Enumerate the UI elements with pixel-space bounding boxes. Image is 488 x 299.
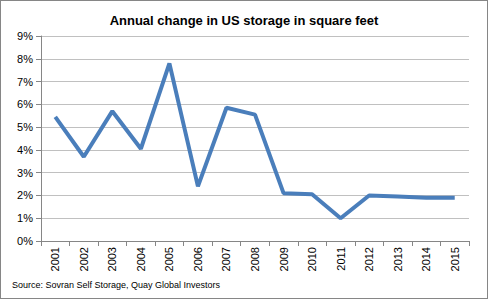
svg-text:6%: 6% [17, 98, 33, 110]
svg-text:2011: 2011 [335, 247, 347, 271]
svg-text:1%: 1% [17, 212, 33, 224]
svg-text:2004: 2004 [135, 247, 147, 271]
svg-text:2015: 2015 [449, 247, 461, 271]
svg-text:Source: Sovran Self Storage, Q: Source: Sovran Self Storage, Quay Global… [12, 280, 221, 290]
svg-text:2014: 2014 [420, 247, 432, 271]
svg-text:2%: 2% [17, 189, 33, 201]
svg-text:9%: 9% [17, 30, 33, 42]
svg-text:2005: 2005 [163, 247, 175, 271]
svg-text:2001: 2001 [49, 247, 61, 271]
svg-text:2013: 2013 [392, 247, 404, 271]
svg-text:2012: 2012 [363, 247, 375, 271]
svg-text:8%: 8% [17, 53, 33, 65]
svg-text:Annual change in US storage in: Annual change in US storage in square fe… [110, 13, 379, 28]
svg-text:2007: 2007 [220, 247, 232, 271]
svg-text:2008: 2008 [249, 247, 261, 271]
svg-text:2003: 2003 [106, 247, 118, 271]
svg-text:2002: 2002 [78, 247, 90, 271]
svg-text:3%: 3% [17, 167, 33, 179]
svg-text:2006: 2006 [192, 247, 204, 271]
svg-text:2009: 2009 [278, 247, 290, 271]
svg-text:7%: 7% [17, 76, 33, 88]
svg-text:0%: 0% [17, 235, 33, 247]
svg-text:5%: 5% [17, 121, 33, 133]
svg-text:2010: 2010 [306, 247, 318, 271]
svg-text:4%: 4% [17, 144, 33, 156]
